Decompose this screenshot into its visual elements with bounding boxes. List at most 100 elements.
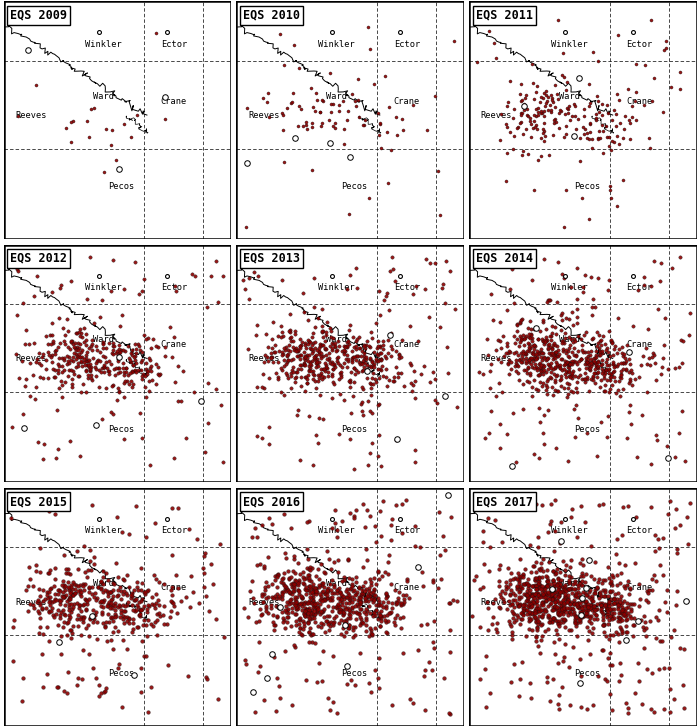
Point (521, 588, 532, 600)
Point (580, 596, 591, 608)
Point (83, 131, 94, 142)
Point (142, 585, 153, 597)
Point (74, 450, 85, 462)
Point (611, 88, 622, 100)
Point (66, 627, 77, 639)
Point (526, 333, 538, 345)
Point (635, 360, 646, 371)
Point (526, 596, 537, 608)
Point (516, 150, 527, 161)
Point (55, 282, 66, 294)
Point (556, 337, 567, 349)
Point (392, 595, 403, 607)
Point (85, 103, 97, 115)
Point (606, 379, 617, 391)
Point (83, 372, 94, 384)
Point (351, 262, 362, 274)
Point (612, 603, 623, 614)
Point (151, 27, 162, 39)
Point (540, 97, 551, 108)
Point (77, 344, 88, 356)
Point (296, 598, 307, 609)
Point (570, 124, 582, 135)
Point (192, 534, 203, 545)
Point (552, 358, 563, 370)
Point (308, 273, 319, 284)
Point (279, 583, 290, 595)
Point (572, 617, 583, 629)
Point (529, 604, 540, 616)
Point (565, 281, 576, 293)
Point (92, 582, 103, 593)
Point (314, 579, 325, 590)
Point (521, 375, 532, 387)
Point (521, 630, 532, 642)
Point (630, 95, 641, 107)
Point (286, 578, 297, 590)
Point (288, 361, 299, 373)
Point (535, 579, 546, 591)
Point (360, 612, 371, 624)
Point (276, 588, 288, 600)
Point (584, 612, 595, 624)
Point (642, 664, 653, 675)
Point (598, 619, 609, 631)
Point (299, 598, 310, 610)
Point (591, 349, 602, 361)
Point (588, 614, 599, 625)
Point (531, 604, 542, 616)
Point (621, 598, 632, 609)
Point (160, 92, 171, 103)
Point (636, 698, 648, 710)
Point (553, 587, 564, 599)
Point (123, 618, 134, 630)
Point (290, 575, 302, 587)
Point (379, 71, 391, 82)
Point (299, 337, 310, 349)
Point (440, 255, 452, 267)
Point (295, 380, 307, 392)
Point (601, 608, 612, 619)
Point (538, 438, 550, 450)
Point (390, 585, 401, 596)
Point (583, 615, 594, 627)
Point (523, 595, 534, 606)
Point (164, 321, 176, 333)
Point (62, 563, 74, 575)
Point (277, 616, 288, 628)
Point (524, 606, 535, 618)
Point (527, 594, 538, 606)
Point (391, 434, 402, 446)
Point (524, 611, 535, 623)
Point (484, 365, 496, 377)
Point (98, 337, 109, 348)
Point (527, 598, 538, 610)
Point (78, 644, 89, 656)
Point (246, 531, 258, 542)
Point (316, 558, 327, 570)
Point (139, 273, 150, 285)
Point (502, 428, 513, 440)
Point (591, 114, 602, 126)
Point (114, 600, 125, 611)
Point (536, 595, 547, 607)
Point (286, 364, 297, 376)
Point (273, 590, 284, 602)
Point (97, 606, 108, 618)
Point (612, 598, 624, 610)
Point (307, 636, 318, 648)
Point (560, 371, 571, 382)
Point (526, 353, 537, 365)
Point (97, 596, 108, 608)
Point (669, 522, 680, 534)
Point (563, 574, 574, 586)
Point (531, 352, 542, 364)
Point (29, 602, 40, 614)
Point (300, 350, 311, 361)
Point (559, 582, 570, 593)
Point (563, 596, 574, 608)
Point (580, 346, 591, 358)
Point (80, 386, 92, 398)
Point (554, 621, 565, 632)
Point (356, 405, 368, 417)
